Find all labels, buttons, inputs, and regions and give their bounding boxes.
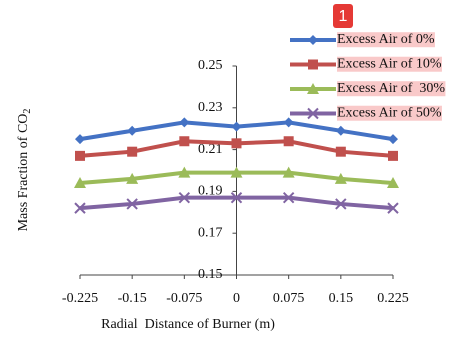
x-tick-label: -0.15: [118, 291, 147, 306]
marker: [230, 191, 243, 204]
y-label-subscript: 2: [22, 109, 33, 114]
legend-highlight: [337, 105, 442, 121]
legend-item: Excess Air of 10%: [290, 56, 442, 72]
marker: [231, 121, 242, 132]
legend-item: Excess Air of 30%: [290, 81, 446, 97]
marker: [387, 202, 399, 214]
legend-marker: [307, 107, 319, 120]
x-tick-label: 0.225: [377, 291, 409, 306]
marker: [282, 166, 295, 178]
annotation-badge: [333, 4, 353, 28]
legend-label: Excess Air of 0%: [337, 32, 435, 47]
marker: [74, 202, 86, 214]
marker: [74, 177, 86, 189]
legend-item: Excess Air of 0%: [290, 32, 435, 48]
marker: [231, 138, 242, 149]
marker: [282, 191, 295, 204]
marker: [127, 146, 138, 157]
marker: [75, 150, 85, 161]
x-tick-label: -0.225: [62, 291, 98, 306]
legend-marker: [308, 59, 318, 70]
marker: [126, 198, 138, 210]
marker: [334, 172, 347, 184]
legend-marker: [308, 35, 318, 45]
marker: [179, 117, 190, 128]
x-tick-label: 0.075: [273, 291, 305, 306]
legend-highlight: [337, 32, 435, 48]
x-axis-label: Radial Distance of Burner (m): [101, 317, 275, 332]
annotation: 1: [339, 8, 348, 25]
marker: [388, 150, 398, 161]
y-tick-label: 0.15: [198, 267, 223, 282]
x-tick-label: -0.075: [166, 291, 202, 306]
marker: [387, 177, 399, 189]
legend-label: Excess Air of 10%: [337, 57, 442, 72]
y-tick-label: 0.19: [198, 184, 223, 199]
legend-marker: [307, 83, 319, 94]
marker: [126, 172, 139, 184]
legend-item: Excess Air of 50%: [290, 105, 442, 121]
marker: [283, 136, 294, 147]
marker: [230, 166, 243, 178]
legend-label: Excess Air of 50%: [337, 106, 442, 121]
y-tick-label: 0.21: [198, 142, 223, 157]
marker: [127, 125, 138, 136]
marker: [388, 134, 398, 145]
marker: [179, 136, 190, 147]
legend-highlight: [337, 81, 446, 97]
marker: [178, 191, 191, 204]
marker: [335, 146, 346, 157]
y-tick-label: 0.17: [198, 225, 223, 240]
marker: [178, 166, 191, 178]
y-axis-label: Mass Fraction of CO2: [16, 109, 33, 232]
marker: [75, 134, 85, 145]
y-tick-label: 0.25: [198, 58, 223, 73]
marker: [335, 125, 346, 136]
y-tick-label: 0.23: [198, 100, 223, 115]
legend-label: Excess Air of 30%: [337, 81, 445, 96]
legend-highlight: [337, 56, 442, 72]
marker: [335, 198, 347, 210]
y-label-text: Mass Fraction of CO: [16, 114, 31, 232]
x-tick-label: 0: [233, 291, 240, 306]
marker: [283, 117, 294, 128]
x-tick-label: 0.15: [329, 291, 354, 306]
